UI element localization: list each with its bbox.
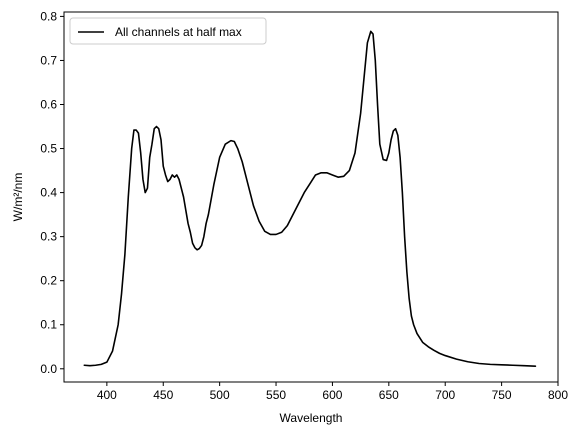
y-tick-label: 0.4 bbox=[40, 186, 57, 200]
legend: All channels at half max bbox=[69, 17, 267, 45]
y-tick-label: 0.7 bbox=[40, 53, 57, 67]
x-tick-label: 500 bbox=[210, 388, 230, 402]
y-tick-label: 0.3 bbox=[40, 230, 57, 244]
x-tick-label: 700 bbox=[435, 388, 455, 402]
plot-frame bbox=[63, 11, 559, 383]
x-axis-label: Wavelength bbox=[280, 411, 343, 425]
y-tick-label: 0.6 bbox=[40, 98, 57, 112]
y-tick-label: 0.8 bbox=[40, 9, 57, 23]
legend-label: All channels at half max bbox=[115, 25, 242, 39]
x-tick-label: 550 bbox=[266, 388, 286, 402]
x-tick-label: 800 bbox=[548, 388, 568, 402]
series-line bbox=[83, 30, 537, 367]
y-tick-label: 0.1 bbox=[40, 318, 57, 332]
x-tick-label: 750 bbox=[492, 388, 512, 402]
y-tick-label: 0.2 bbox=[40, 274, 57, 288]
x-tick-label: 450 bbox=[153, 388, 173, 402]
x-tick-label: 650 bbox=[379, 388, 399, 402]
y-tick-label: 0.0 bbox=[40, 362, 57, 376]
y-tick-label: 0.5 bbox=[40, 142, 57, 156]
x-tick-label: 600 bbox=[322, 388, 342, 402]
legend-box bbox=[69, 17, 267, 45]
x-tick-label: 400 bbox=[97, 388, 117, 402]
y-axis-label: W/m²/nm bbox=[11, 173, 25, 222]
